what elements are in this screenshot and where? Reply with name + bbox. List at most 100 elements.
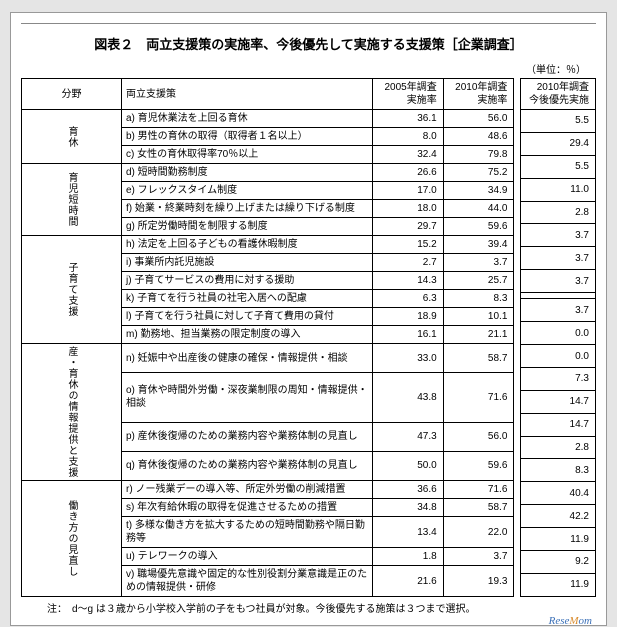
value-2010: 3.7 — [443, 548, 514, 566]
value-future: 2.8 — [521, 436, 596, 459]
value-2005: 1.8 — [373, 548, 444, 566]
side-row: 3.7 — [521, 224, 596, 247]
value-2010: 59.6 — [443, 451, 514, 480]
table-row: 産・育休の情報提供と支援n) 妊娠中や出産後の健康の確保・情報提供・相談33.0… — [22, 344, 514, 373]
value-2005: 36.1 — [373, 110, 444, 128]
policy-cell: b) 男性の育休の取得（取得者１名以上） — [122, 128, 373, 146]
side-row: 0.0 — [521, 322, 596, 345]
value-2005: 17.0 — [373, 182, 444, 200]
side-row: 11.0 — [521, 178, 596, 201]
policy-cell: t) 多様な働き方を拡大するための短時間勤務や隔日勤務等 — [122, 517, 373, 548]
value-future: 14.7 — [521, 413, 596, 436]
value-2010: 44.0 — [443, 200, 514, 218]
value-2005: 47.3 — [373, 422, 444, 451]
policy-cell: e) フレックスタイム制度 — [122, 182, 373, 200]
value-future: 11.0 — [521, 178, 596, 201]
policy-cell: k) 子育てを行う社員の社宅入居への配慮 — [122, 290, 373, 308]
side-row: 8.3 — [521, 459, 596, 482]
policy-cell: u) テレワークの導入 — [122, 548, 373, 566]
value-2005: 16.1 — [373, 326, 444, 344]
value-2010: 8.3 — [443, 290, 514, 308]
value-future: 11.9 — [521, 528, 596, 551]
table-row: 働き方の見直しr) ノー残業デーの導入等、所定外労働の削減措置36.671.6 — [22, 481, 514, 499]
policy-cell: n) 妊娠中や出産後の健康の確保・情報提供・相談 — [122, 344, 373, 373]
value-2005: 50.0 — [373, 451, 444, 480]
document-frame: 図表２ 両立支援策の実施率、今後優先して実施する支援策［企業調査］ （単位：％）… — [10, 12, 607, 626]
head-2005: 2005年調査 実施率 — [373, 79, 444, 110]
value-future: 3.7 — [521, 270, 596, 293]
side-row: 7.3 — [521, 367, 596, 390]
value-2010: 59.6 — [443, 218, 514, 236]
category-cell: 育児短時間 — [22, 164, 122, 236]
policy-cell: r) ノー残業デーの導入等、所定外労働の削減措置 — [122, 481, 373, 499]
value-future: 8.3 — [521, 459, 596, 482]
value-2005: 21.6 — [373, 566, 444, 597]
policy-cell: a) 育児休業法を上回る育休 — [122, 110, 373, 128]
value-2010: 10.1 — [443, 308, 514, 326]
value-2005: 34.8 — [373, 499, 444, 517]
head-future: 2010年調査 今後優先実施 — [521, 79, 596, 110]
value-2005: 36.6 — [373, 481, 444, 499]
value-2010: 75.2 — [443, 164, 514, 182]
value-future: 14.7 — [521, 390, 596, 413]
value-2010: 58.7 — [443, 344, 514, 373]
value-future: 9.2 — [521, 550, 596, 573]
value-2010: 39.4 — [443, 236, 514, 254]
table-row: 子育て支援h) 法定を上回る子どもの看護休暇制度15.239.4 — [22, 236, 514, 254]
side-row: 42.2 — [521, 505, 596, 528]
value-future: 29.4 — [521, 132, 596, 155]
value-2010: 58.7 — [443, 499, 514, 517]
value-2005: 15.2 — [373, 236, 444, 254]
category-cell: 育休 — [22, 110, 122, 164]
policy-cell: h) 法定を上回る子どもの看護休暇制度 — [122, 236, 373, 254]
value-2005: 18.9 — [373, 308, 444, 326]
policy-cell: f) 始業・終業時刻を繰り上げまたは繰り下げる制度 — [122, 200, 373, 218]
side-row: 3.7 — [521, 299, 596, 322]
value-future: 3.7 — [521, 247, 596, 270]
table-row: 育児短時間d) 短時間勤務制度26.675.2 — [22, 164, 514, 182]
value-2005: 26.6 — [373, 164, 444, 182]
policy-cell: l) 子育てを行う社員に対して子育て費用の貸付 — [122, 308, 373, 326]
value-future: 0.0 — [521, 322, 596, 345]
head-policy: 両立支援策 — [122, 79, 373, 110]
value-2005: 2.7 — [373, 254, 444, 272]
category-cell: 産・育休の情報提供と支援 — [22, 344, 122, 481]
side-row: 3.7 — [521, 270, 596, 293]
table-row: 育休a) 育児休業法を上回る育休36.156.0 — [22, 110, 514, 128]
value-2005: 18.0 — [373, 200, 444, 218]
value-2010: 56.0 — [443, 422, 514, 451]
policy-cell: j) 子育てサービスの費用に対する援助 — [122, 272, 373, 290]
footnote: 注： d～g は３歳から小学校入学前の子をもつ社員が対象。今後優先する施策は３つ… — [47, 603, 592, 617]
value-2010: 19.3 — [443, 566, 514, 597]
chart-title: 図表２ 両立支援策の実施率、今後優先して実施する支援策［企業調査］ — [17, 34, 600, 53]
category-cell: 子育て支援 — [22, 236, 122, 344]
policy-cell: d) 短時間勤務制度 — [122, 164, 373, 182]
category-cell: 働き方の見直し — [22, 481, 122, 597]
side-row: 0.0 — [521, 345, 596, 368]
value-2010: 71.6 — [443, 373, 514, 423]
side-row: 9.2 — [521, 550, 596, 573]
value-future: 5.5 — [521, 110, 596, 133]
value-2005: 13.4 — [373, 517, 444, 548]
side-row: 29.4 — [521, 132, 596, 155]
value-2005: 8.0 — [373, 128, 444, 146]
value-future: 0.0 — [521, 345, 596, 368]
side-header-row: 2010年調査 今後優先実施 — [521, 79, 596, 110]
watermark: ReseMom — [549, 615, 592, 627]
policy-cell: m) 勤務地、担当業務の限定制度の導入 — [122, 326, 373, 344]
policy-cell: i) 事業所内託児施設 — [122, 254, 373, 272]
value-2005: 43.8 — [373, 373, 444, 423]
head-2010: 2010年調査 実施率 — [443, 79, 514, 110]
side-row: 11.9 — [521, 528, 596, 551]
policy-cell: v) 職場優先意識や固定的な性別役割分業意識是正のための情報提供・研修 — [122, 566, 373, 597]
value-future: 3.7 — [521, 224, 596, 247]
policy-cell: s) 年次有給休暇の取得を促進させるための措置 — [122, 499, 373, 517]
value-2010: 79.8 — [443, 146, 514, 164]
value-future: 2.8 — [521, 201, 596, 224]
value-2010: 34.9 — [443, 182, 514, 200]
value-2005: 6.3 — [373, 290, 444, 308]
value-2010: 25.7 — [443, 272, 514, 290]
side-row: 2.8 — [521, 201, 596, 224]
main-table: 分野 両立支援策 2005年調査 実施率 2010年調査 実施率 育休a) 育児… — [21, 78, 514, 597]
table-wrap: 分野 両立支援策 2005年調査 実施率 2010年調査 実施率 育休a) 育児… — [17, 78, 600, 597]
